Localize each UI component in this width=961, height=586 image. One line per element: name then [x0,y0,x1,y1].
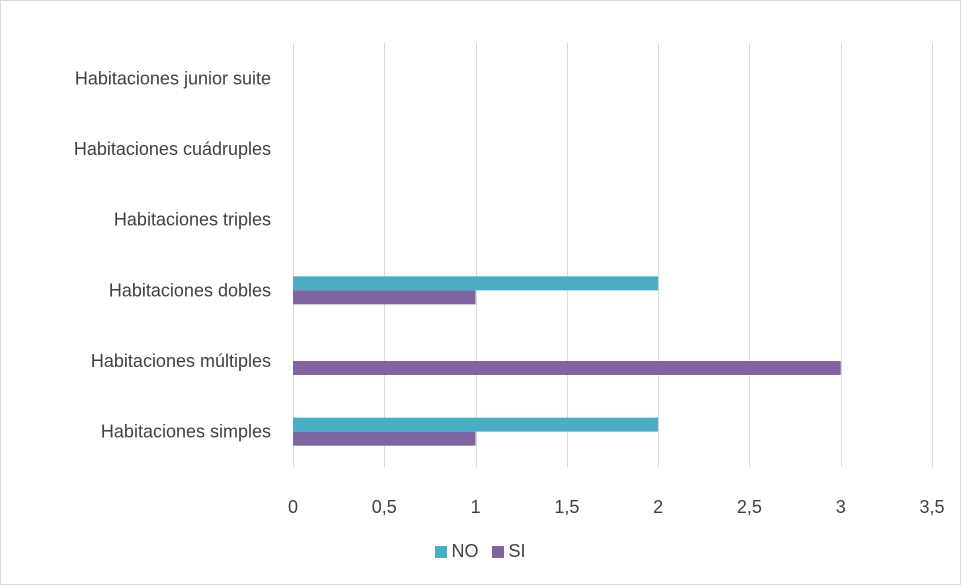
legend-swatch-no [435,545,448,558]
legend-item-no: NO [435,541,478,562]
x-tick-label: 0 [288,497,298,517]
legend-label-no: NO [451,541,479,561]
category-label: Habitaciones múltiples [91,351,271,371]
x-tick-label: 0,5 [372,497,397,517]
x-tick-labels: 0 0,5 1 1,5 2 2,5 3 3,5 [288,497,945,517]
x-tick-label: 2,5 [737,497,762,517]
bars [293,276,841,446]
x-tick-label: 3,5 [919,497,944,517]
category-labels: Habitaciones junior suite Habitaciones cu… [74,68,271,441]
bar-no [293,417,659,432]
category-label: Habitaciones cuádruples [74,139,271,159]
gridlines [293,43,933,467]
category-label: Habitaciones dobles [109,280,271,300]
legend: NO SI [0,541,961,562]
x-tick-label: 1 [471,497,481,517]
bar-no [293,276,659,291]
x-tick-label: 2 [653,497,663,517]
bar-si [293,290,476,305]
category-label: Habitaciones triples [114,210,271,230]
bar-si [293,361,841,375]
category-label: Habitaciones junior suite [75,68,271,88]
legend-label-si: SI [508,541,526,561]
legend-swatch-si [492,545,505,558]
legend-item-si: SI [492,541,526,562]
x-tick-label: 1,5 [554,497,579,517]
x-tick-label: 3 [836,497,846,517]
category-label: Habitaciones simples [101,422,271,442]
bar-si [293,431,476,446]
